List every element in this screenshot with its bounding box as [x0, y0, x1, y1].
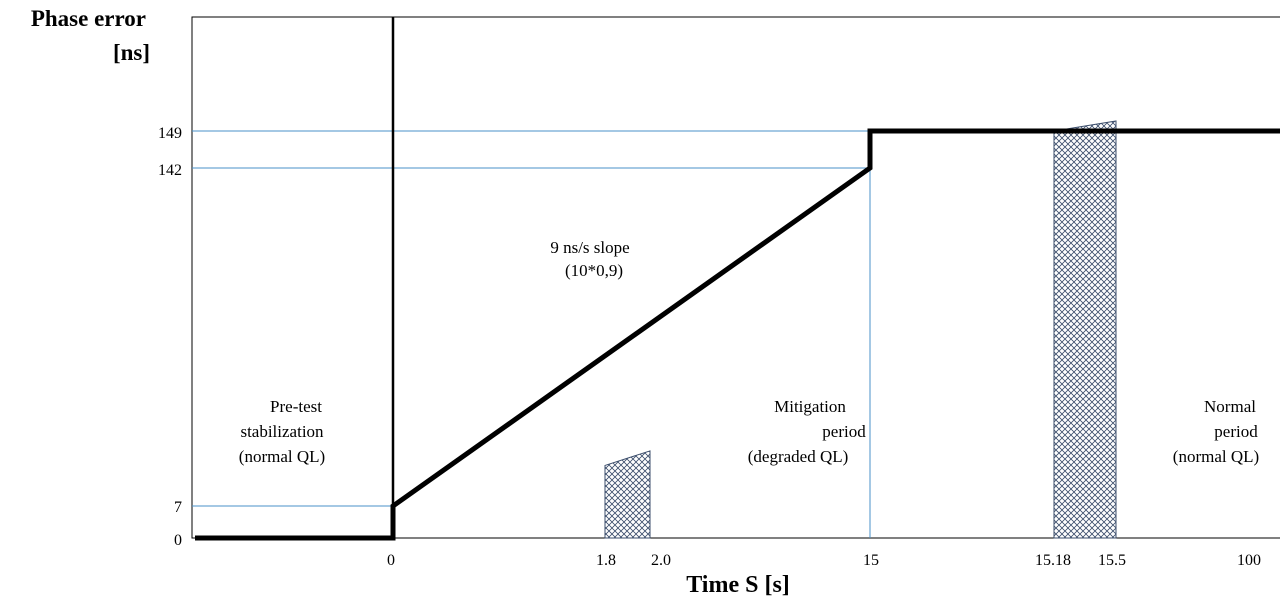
normal-label-line1: Normal [1204, 397, 1256, 416]
x-tick-label: 15.5 [1098, 552, 1126, 569]
y-tick-label: 149 [158, 125, 182, 142]
slope-annotation-line2: (10*0,9) [565, 261, 623, 280]
mitigation-label-line3: (degraded QL) [748, 447, 849, 466]
x-tick-label: 100 [1237, 552, 1261, 569]
y-tick-label: 142 [158, 162, 182, 179]
pretest-label-line1: Pre-test [270, 397, 322, 416]
shaded-interval [1053, 120, 1117, 539]
pretest-label-line2: stabilization [240, 422, 324, 441]
x-tick-label: 1.8 [596, 552, 616, 569]
x-tick-label: 15.18 [1035, 552, 1071, 569]
y-axis-title-line2: [ns] [113, 40, 150, 65]
x-tick-label: 2.0 [651, 552, 671, 569]
mitigation-label-line2: period [822, 422, 866, 441]
normal-label-line3: (normal QL) [1173, 447, 1259, 466]
y-axis-title-line1: Phase error [31, 6, 146, 31]
y-tick-label: 7 [174, 499, 182, 516]
slope-annotation-line1: 9 ns/s slope [550, 238, 629, 257]
shaded-interval [604, 450, 651, 539]
y-tick-label: 0 [174, 532, 182, 549]
pretest-label-line3: (normal QL) [239, 447, 325, 466]
x-tick-label: 15 [863, 552, 879, 569]
x-tick-label: 0 [387, 552, 395, 569]
plot-frame [191, 16, 1280, 539]
normal-label-line2: period [1214, 422, 1258, 441]
phase-error-series-line [195, 128, 1280, 541]
x-axis-title: Time S [s] [686, 572, 790, 598]
mitigation-label-line1: Mitigation [774, 397, 846, 416]
